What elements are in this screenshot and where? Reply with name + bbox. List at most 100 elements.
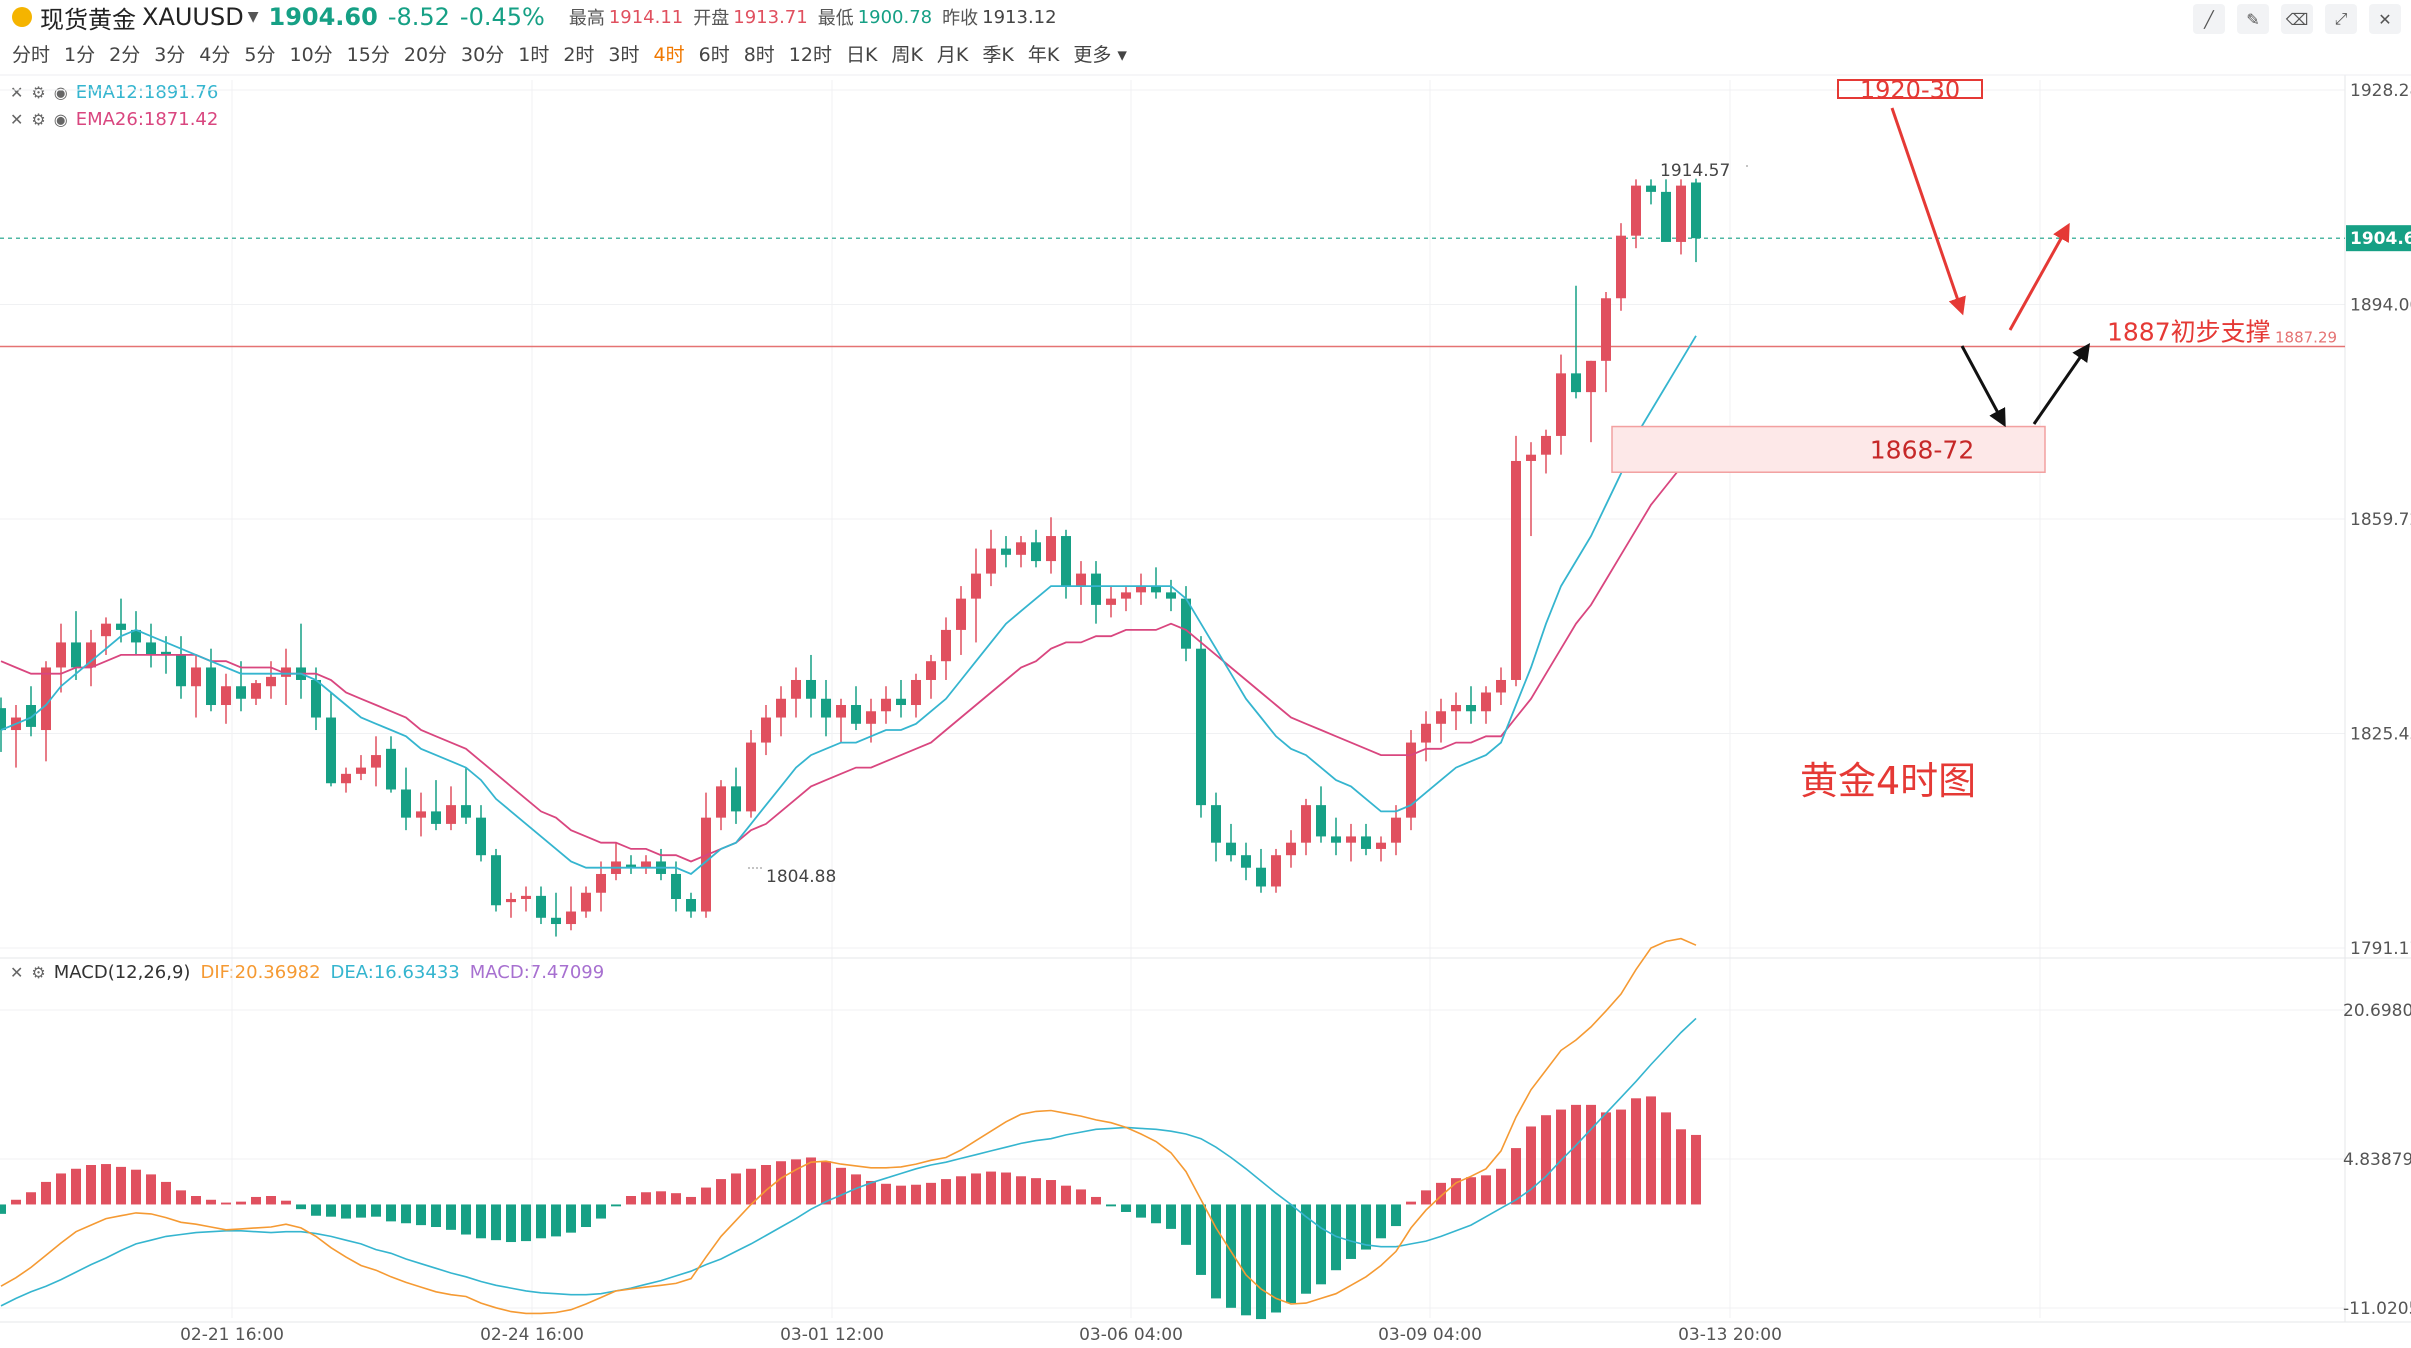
candle-body — [1121, 592, 1131, 599]
period-tab-12[interactable]: 3时 — [608, 43, 640, 66]
period-tab-11[interactable]: 2时 — [563, 43, 595, 66]
eraser-icon[interactable]: ⌫ — [2281, 4, 2313, 34]
macd-bar — [1481, 1175, 1491, 1205]
candle-body — [1151, 586, 1161, 593]
macd-bar — [1646, 1096, 1656, 1205]
period-tab-13[interactable]: 4时 — [653, 43, 685, 66]
macd-bar — [146, 1174, 156, 1205]
macd-bar — [536, 1204, 546, 1239]
macd-bar — [1256, 1204, 1266, 1320]
period-tab-0[interactable]: 分时 — [12, 43, 51, 66]
macd-bar — [956, 1176, 966, 1205]
period-tab-21[interactable]: 年K — [1027, 43, 1060, 66]
macd-bar — [461, 1204, 471, 1235]
instrument-symbol[interactable]: XAUUSD — [142, 3, 244, 31]
candle-body — [1406, 742, 1416, 818]
macd-bar — [266, 1196, 276, 1205]
close-icon[interactable]: ✕ — [10, 110, 24, 129]
macd-bar — [506, 1204, 516, 1243]
eye-icon[interactable]: ◉ — [53, 110, 68, 129]
macd-bar — [131, 1169, 141, 1205]
candle-body — [1136, 586, 1146, 593]
candle-body — [1211, 805, 1221, 843]
period-tab-5[interactable]: 5分 — [244, 43, 276, 66]
macd-bar — [1301, 1204, 1311, 1294]
candle-body — [281, 667, 291, 677]
period-tab-8[interactable]: 20分 — [403, 43, 448, 66]
candle-body — [446, 805, 456, 824]
candle-body — [806, 679, 816, 699]
close-icon[interactable]: ✕ — [10, 83, 24, 102]
macd-bar — [1106, 1204, 1116, 1207]
close-icon[interactable]: ✕ — [10, 963, 24, 982]
period-tab-19[interactable]: 月K — [936, 43, 969, 66]
macd-bar — [1616, 1109, 1626, 1205]
expand-icon[interactable]: ⤢ — [2325, 4, 2357, 34]
draw-tool-icon[interactable]: ✎ — [2237, 4, 2269, 34]
line-tool-icon[interactable]: ╱ — [2193, 4, 2225, 34]
period-tab-16[interactable]: 12时 — [788, 43, 832, 66]
period-tab-15[interactable]: 8时 — [743, 43, 775, 66]
candle-body — [491, 855, 501, 906]
gear-icon[interactable]: ⚙ — [31, 963, 46, 982]
period-tab-4[interactable]: 4分 — [199, 43, 231, 66]
candle-body — [1256, 867, 1266, 887]
chevron-down-icon[interactable]: ▼ — [247, 9, 259, 25]
candle-body — [206, 667, 216, 706]
last-price: 1904.60 — [268, 3, 378, 31]
period-tab-22[interactable]: 更多 ▾ — [1073, 43, 1127, 66]
period-tab-20[interactable]: 季K — [982, 43, 1014, 66]
macd-bar — [1601, 1112, 1611, 1205]
candle-body — [431, 811, 441, 824]
candle-body — [1166, 592, 1176, 599]
macd-bar — [26, 1192, 36, 1205]
macd-bar — [221, 1202, 231, 1205]
eye-icon[interactable]: ◉ — [53, 83, 68, 102]
period-tab-10[interactable]: 1时 — [518, 43, 550, 66]
macd-value-label: MACD:7.47099 — [469, 962, 605, 983]
macd-bar — [1541, 1115, 1551, 1205]
close-icon[interactable]: ✕ — [2369, 4, 2401, 34]
macd-bar — [1001, 1172, 1011, 1205]
period-tab-2[interactable]: 2分 — [109, 43, 141, 66]
period-tab-3[interactable]: 3分 — [154, 43, 186, 66]
arrow-down-red — [1890, 107, 1966, 316]
instrument-name[interactable]: 现货黄金 — [40, 5, 136, 34]
candle-body — [926, 661, 936, 680]
macd-bar — [1466, 1177, 1476, 1205]
macd-bar — [191, 1196, 201, 1205]
target-label: 1920-30 — [1860, 76, 1960, 104]
dif-line — [0, 937, 1697, 1315]
macd-bar — [881, 1183, 891, 1205]
period-tab-6[interactable]: 10分 — [289, 43, 333, 66]
macd-bar — [236, 1201, 246, 1205]
x-tick-label: 03-13 20:00 — [1678, 1325, 1782, 1345]
macd-bar — [446, 1204, 456, 1230]
period-tab-9[interactable]: 30分 — [461, 43, 505, 66]
macd-bar — [1346, 1204, 1356, 1259]
macd-bar — [1091, 1196, 1101, 1205]
candle-body — [356, 767, 366, 774]
macd-bar — [1661, 1112, 1671, 1205]
period-tab-18[interactable]: 周K — [891, 43, 923, 66]
gold-coin-icon — [12, 7, 32, 27]
high-mark: 1914.57 — [1660, 161, 1730, 181]
period-tab-7[interactable]: 15分 — [346, 43, 390, 66]
candle-body — [1286, 842, 1296, 856]
gear-icon[interactable]: ⚙ — [31, 83, 46, 102]
period-tab-1[interactable]: 1分 — [64, 43, 96, 66]
macd-panel — [0, 937, 1701, 1320]
macd-bar — [821, 1161, 831, 1205]
gear-icon[interactable]: ⚙ — [31, 110, 46, 129]
period-tab-17[interactable]: 日K — [845, 43, 878, 66]
macd-bar — [701, 1187, 711, 1205]
macd-tick-label: 20.69805 — [2343, 1001, 2411, 1021]
macd-bar — [176, 1190, 186, 1205]
macd-bar — [1421, 1190, 1431, 1205]
macd-bar — [551, 1204, 561, 1237]
macd-bar — [986, 1171, 996, 1205]
candle-body — [971, 573, 981, 599]
price-tick-label: 1825.45 — [2350, 724, 2411, 744]
period-tab-14[interactable]: 6时 — [698, 43, 730, 66]
